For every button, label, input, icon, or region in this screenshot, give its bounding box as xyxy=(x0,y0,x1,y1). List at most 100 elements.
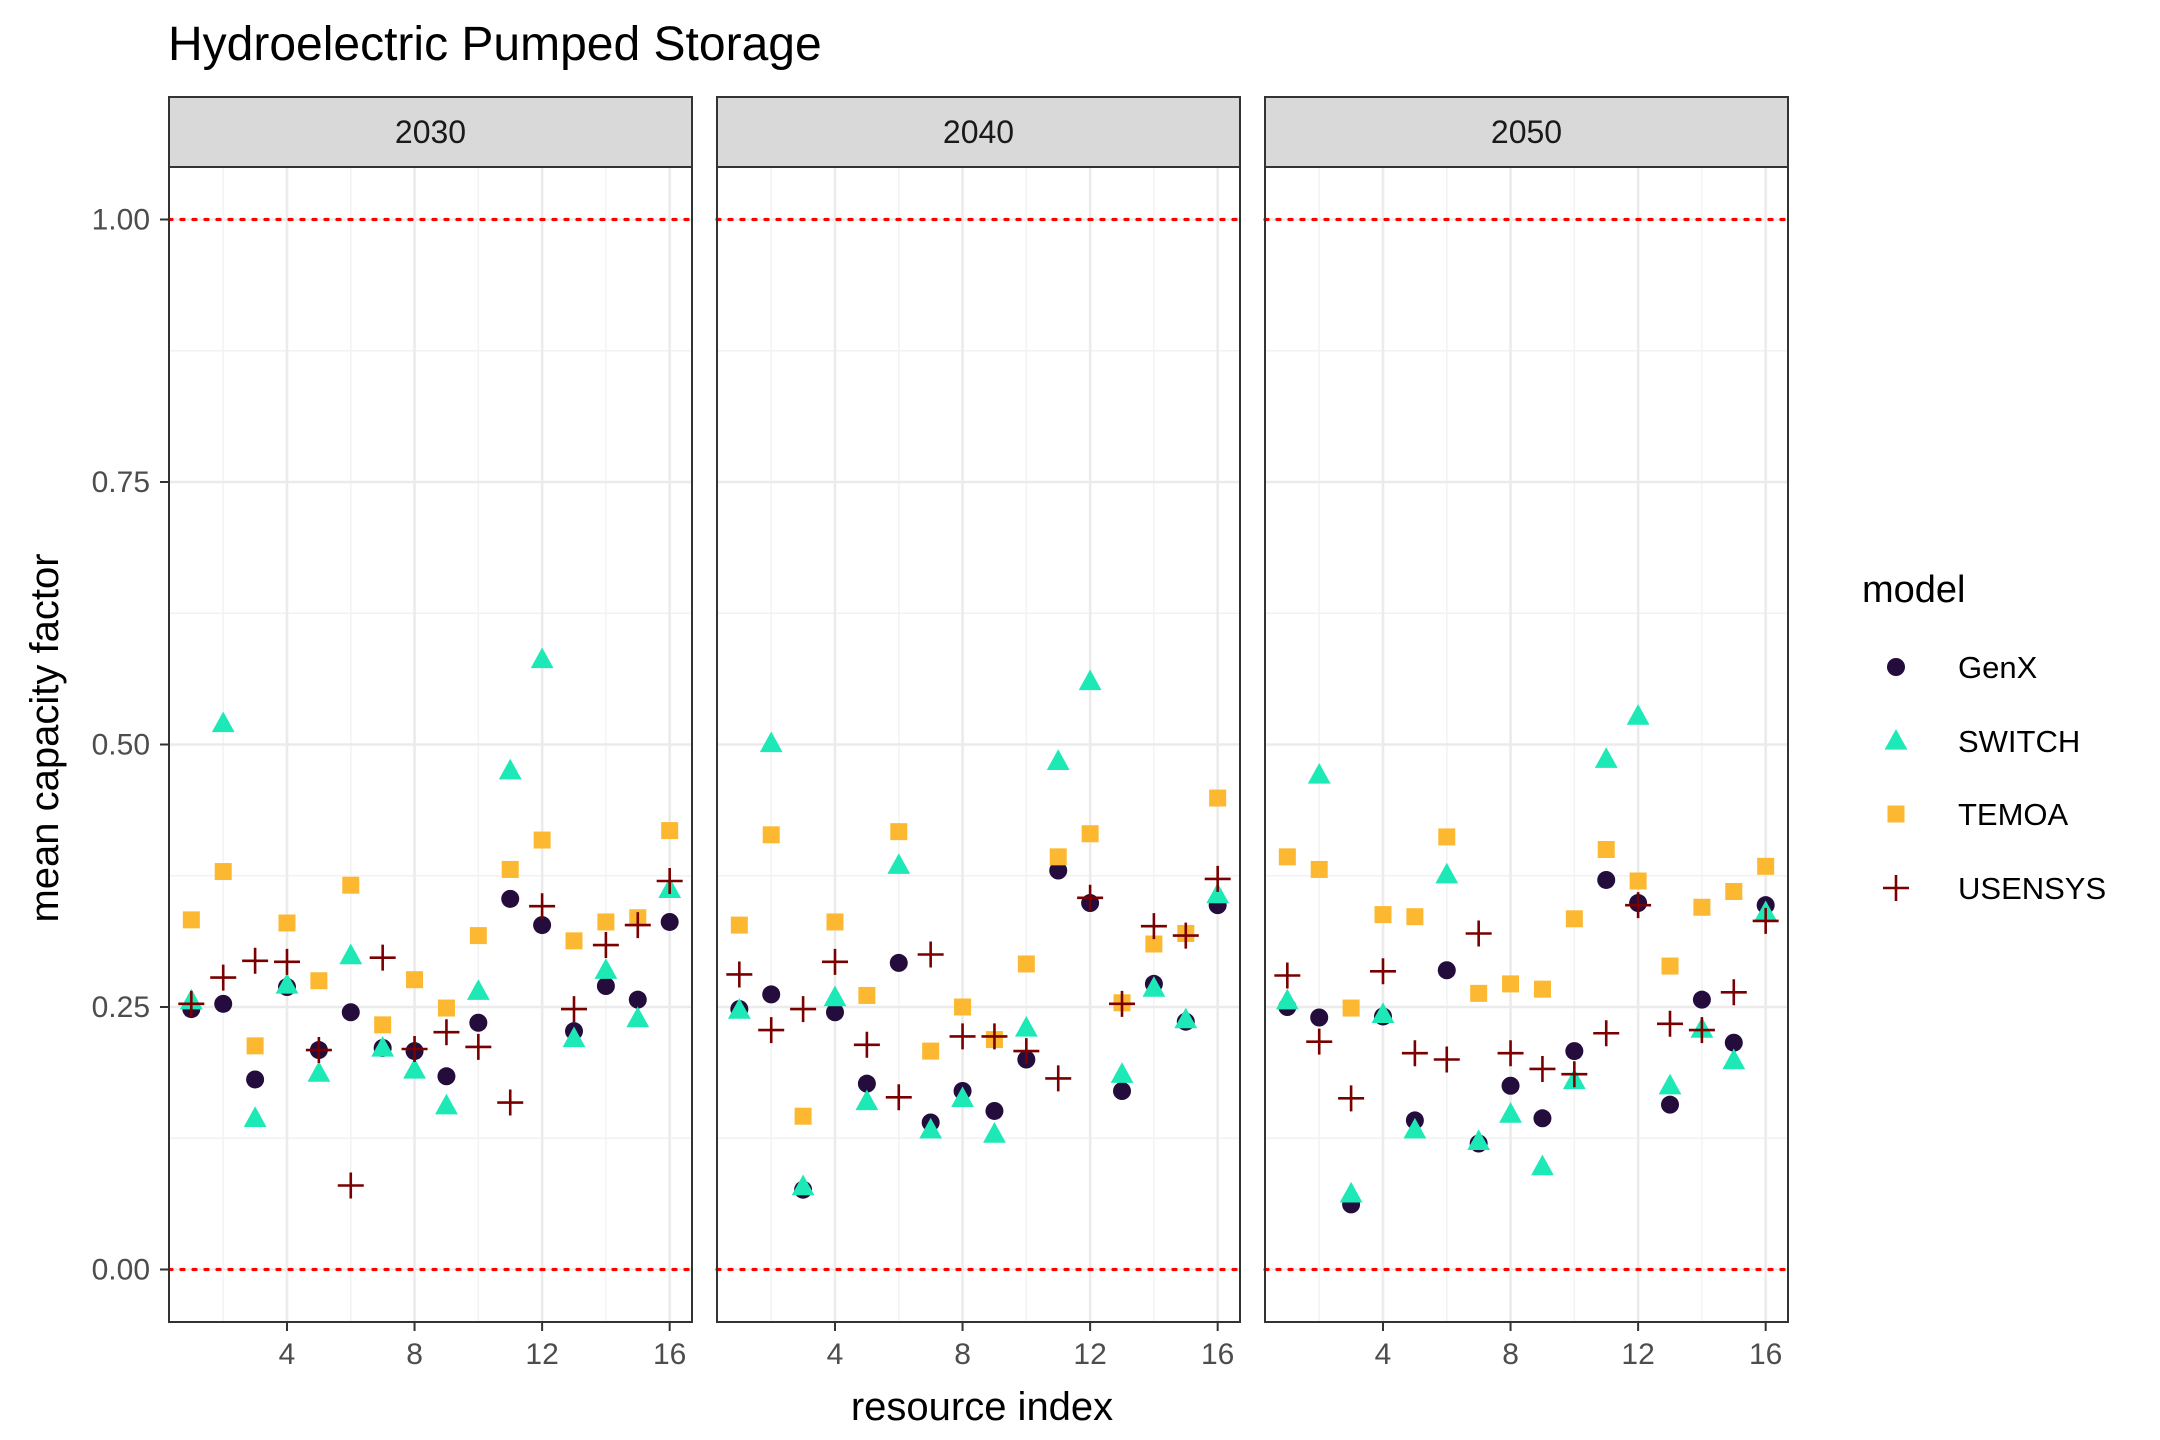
y-tick-label: 0.75 xyxy=(92,466,150,499)
point-switch xyxy=(1078,669,1102,691)
point-usensys xyxy=(1109,990,1136,1017)
point-temoa xyxy=(1502,975,1520,993)
point-temoa xyxy=(374,1016,392,1034)
point-switch xyxy=(1403,1117,1427,1139)
point-usensys xyxy=(821,948,848,975)
point-switch xyxy=(371,1035,395,1057)
point-usensys xyxy=(1657,1010,1684,1037)
point-genx xyxy=(1533,1109,1552,1128)
point-temoa xyxy=(1017,955,1035,973)
series-switch xyxy=(727,669,1230,1196)
point-usensys xyxy=(1401,1040,1428,1067)
point-usensys xyxy=(1204,865,1231,892)
point-genx xyxy=(762,985,781,1004)
point-usensys xyxy=(656,868,683,894)
point-temoa xyxy=(501,860,519,878)
point-genx xyxy=(1724,1033,1743,1052)
point-switch xyxy=(1014,1016,1038,1037)
x-tick-label: 12 xyxy=(1621,1338,1654,1371)
point-genx xyxy=(1501,1076,1520,1095)
point-switch xyxy=(466,979,490,1000)
point-temoa xyxy=(565,932,583,950)
point-usensys xyxy=(1306,1028,1333,1055)
y-tick-label: 0.25 xyxy=(92,991,150,1024)
point-switch xyxy=(562,1026,586,1048)
facet-strip-label: 2030 xyxy=(395,114,466,150)
point-switch xyxy=(275,972,299,994)
legend-label: TEMOA xyxy=(1958,797,2069,832)
series-switch xyxy=(1275,704,1778,1203)
point-temoa xyxy=(182,911,200,929)
point-usensys xyxy=(1077,884,1104,911)
point-genx xyxy=(341,1003,360,1022)
point-usensys xyxy=(210,964,237,991)
point-usensys xyxy=(592,932,619,959)
point-usensys xyxy=(1688,1017,1715,1044)
point-switch xyxy=(1275,988,1299,1010)
point-genx xyxy=(469,1013,488,1032)
point-switch xyxy=(339,943,363,965)
point-usensys xyxy=(917,941,944,968)
point-usensys xyxy=(1274,962,1301,989)
point-usensys xyxy=(529,893,556,920)
point-temoa xyxy=(1757,857,1775,875)
point-switch xyxy=(919,1117,943,1139)
point-switch xyxy=(983,1122,1006,1143)
point-genx xyxy=(1113,1082,1132,1100)
point-usensys xyxy=(242,947,269,974)
series-usensys xyxy=(1274,892,1779,1112)
point-temoa xyxy=(533,831,551,849)
point-temoa xyxy=(954,998,972,1016)
point-switch xyxy=(1467,1129,1491,1151)
point-genx xyxy=(1437,961,1456,980)
y-tick-label: 0.50 xyxy=(92,729,150,762)
point-switch xyxy=(1594,747,1618,768)
point-switch xyxy=(1722,1048,1746,1070)
point-switch xyxy=(1371,1002,1395,1023)
point-usensys xyxy=(624,912,651,939)
point-usensys xyxy=(465,1033,492,1060)
point-switch xyxy=(403,1058,426,1079)
point-usensys xyxy=(790,996,817,1023)
grid-lines xyxy=(717,167,1240,1322)
point-usensys xyxy=(981,1023,1008,1050)
point-temoa xyxy=(661,822,679,840)
point-genx xyxy=(533,916,552,935)
panel-border xyxy=(716,166,1241,1323)
legend-label: USENSYS xyxy=(1958,871,2106,906)
legend-item-usensys: USENSYS xyxy=(1883,871,2106,906)
point-usensys xyxy=(1752,907,1779,934)
legend-item-switch: SWITCH xyxy=(1884,724,2080,759)
x-tick-label: 16 xyxy=(653,1338,686,1371)
point-temoa xyxy=(1438,828,1456,846)
point-temoa xyxy=(922,1042,940,1060)
point-switch xyxy=(1206,882,1230,904)
point-temoa xyxy=(794,1107,812,1125)
point-switch xyxy=(594,958,618,979)
point-temoa xyxy=(1278,848,1296,866)
point-switch xyxy=(307,1061,331,1082)
point-temoa xyxy=(826,913,844,931)
point-switch xyxy=(1626,704,1650,725)
point-switch xyxy=(855,1089,879,1111)
point-genx xyxy=(1565,1042,1584,1061)
point-switch xyxy=(887,853,911,874)
facet-panels: 2030 4 8 12 16 2040 4 8 12 16 2050 4 8 12 16 xyxy=(167,96,1790,1371)
point-genx xyxy=(1692,990,1711,1009)
chart-title: Hydroelectric Pumped Storage xyxy=(168,18,822,71)
point-temoa xyxy=(1342,999,1360,1017)
x-tick-label: 8 xyxy=(954,1338,971,1371)
point-usensys xyxy=(401,1036,428,1062)
point-usensys xyxy=(497,1089,524,1116)
point-genx xyxy=(1597,870,1616,889)
series-temoa xyxy=(1278,828,1775,1017)
point-genx xyxy=(1310,1008,1329,1027)
point-temoa xyxy=(858,986,876,1004)
point-temoa xyxy=(1406,908,1424,926)
legend-key-temoa xyxy=(1887,805,1905,823)
series-usensys xyxy=(178,868,683,1199)
point-switch xyxy=(1174,1007,1198,1029)
point-temoa xyxy=(1209,789,1227,807)
legend-key-usensys xyxy=(1883,875,1909,901)
point-usensys xyxy=(305,1037,332,1064)
